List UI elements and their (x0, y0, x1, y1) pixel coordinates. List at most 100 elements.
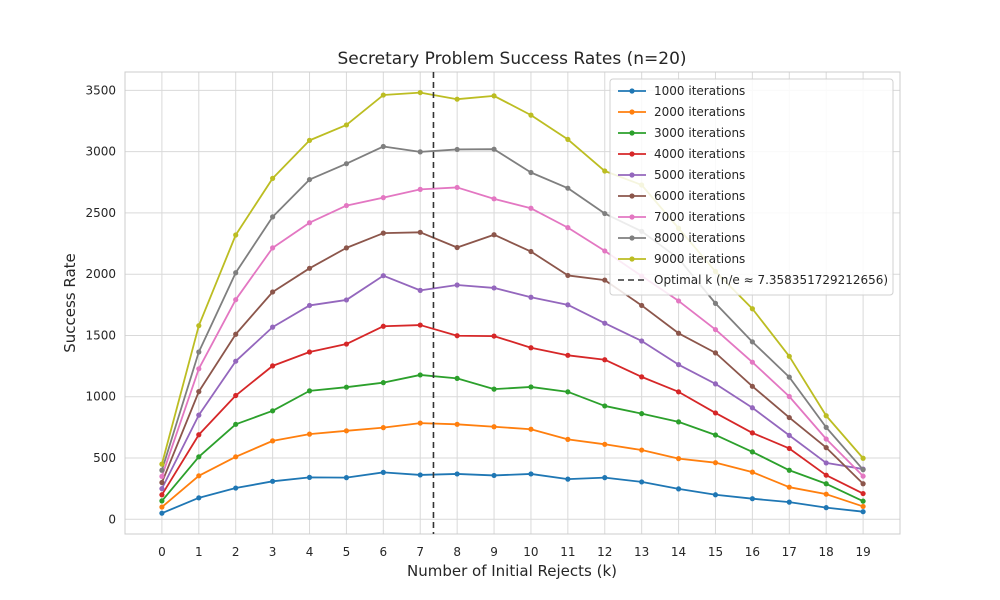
data-point (233, 270, 239, 276)
data-point (749, 383, 755, 389)
data-point (196, 323, 202, 329)
data-point (343, 245, 350, 251)
data-point (860, 490, 866, 497)
data-point (528, 248, 534, 255)
data-point (196, 495, 202, 501)
series-line (161, 231, 864, 485)
data-point (159, 461, 165, 467)
data-point (233, 454, 239, 460)
x-tick-label: 12 (597, 545, 612, 559)
data-point (675, 419, 682, 425)
data-point (343, 122, 350, 128)
data-point (343, 202, 350, 209)
legend-marker (629, 214, 635, 220)
series-2 (159, 420, 866, 510)
data-point (823, 481, 829, 487)
data-point (749, 339, 755, 345)
data-point (786, 484, 792, 490)
data-point (417, 229, 423, 235)
data-point (786, 432, 792, 438)
y-tick-label: 500 (93, 451, 116, 465)
series-3 (159, 372, 866, 504)
data-point (860, 473, 866, 479)
data-point (786, 467, 792, 473)
data-point (565, 302, 571, 308)
x-axis-label: Number of Initial Rejects (k) (407, 562, 617, 580)
data-point (786, 374, 792, 380)
data-point (233, 331, 239, 337)
legend-label: 6000 iterations (654, 189, 745, 203)
x-tick-label: 11 (560, 545, 575, 559)
data-point (712, 460, 719, 466)
data-point (491, 196, 497, 202)
data-point (675, 362, 682, 368)
series-line (161, 374, 864, 502)
data-point (491, 472, 497, 479)
data-point (675, 298, 682, 304)
data-point (823, 436, 829, 442)
data-point (233, 392, 239, 399)
legend-marker (629, 256, 635, 262)
data-point (454, 184, 460, 191)
data-point (639, 374, 645, 380)
data-point (454, 333, 460, 339)
legend-label: 5000 iterations (654, 168, 745, 182)
ticks: 0 1 2 3 4 5 6 7 8 9 10 11 12 13 14 15 16 17 18 190500100015… (85, 83, 870, 559)
x-tick-label: 17 (782, 545, 797, 559)
data-point (491, 146, 497, 152)
data-point (823, 460, 829, 466)
data-point (306, 302, 313, 309)
x-tick-label: 8 (453, 545, 461, 559)
legend-label-optimal: Optimal k (n/e ≈ 7.358351729212656) (654, 273, 888, 287)
series-line (161, 91, 864, 465)
data-point (860, 467, 866, 473)
data-point (417, 372, 423, 378)
data-point (565, 436, 571, 442)
data-point (786, 353, 792, 359)
series-5 (159, 273, 866, 492)
data-point (159, 510, 165, 516)
data-point (602, 210, 608, 217)
data-point (528, 426, 534, 432)
data-point (823, 424, 829, 430)
data-point (675, 389, 682, 395)
data-point (528, 169, 534, 176)
data-point (270, 363, 276, 369)
data-point (306, 265, 313, 271)
data-point (565, 225, 571, 231)
data-point (159, 473, 165, 480)
data-point (270, 289, 276, 295)
data-point (270, 245, 276, 251)
data-point (454, 375, 460, 381)
legend-label: 4000 iterations (654, 147, 745, 161)
legend-label: 1000 iterations (654, 84, 745, 98)
series-layer (159, 89, 866, 516)
data-point (343, 297, 350, 303)
data-point (380, 425, 386, 431)
data-point (712, 492, 719, 498)
data-point (233, 232, 239, 238)
series-line (161, 422, 864, 508)
x-tick-label: 14 (671, 545, 686, 559)
data-point (860, 498, 866, 504)
data-point (712, 326, 719, 333)
data-point (786, 414, 792, 421)
legend-label: 3000 iterations (654, 126, 745, 140)
data-point (565, 136, 571, 143)
data-point (343, 428, 350, 434)
data-point (380, 230, 386, 236)
legend-label: 7000 iterations (654, 210, 745, 224)
data-point (639, 338, 645, 344)
y-tick-label: 0 (108, 512, 116, 526)
x-tick-label: 3 (269, 545, 277, 559)
data-point (454, 96, 460, 102)
legend-marker (629, 235, 635, 241)
series-6 (159, 229, 866, 487)
data-point (602, 320, 608, 326)
data-point (306, 137, 313, 143)
y-tick-label: 3500 (85, 83, 116, 97)
data-point (675, 330, 682, 336)
data-point (749, 359, 755, 365)
data-point (528, 205, 534, 211)
